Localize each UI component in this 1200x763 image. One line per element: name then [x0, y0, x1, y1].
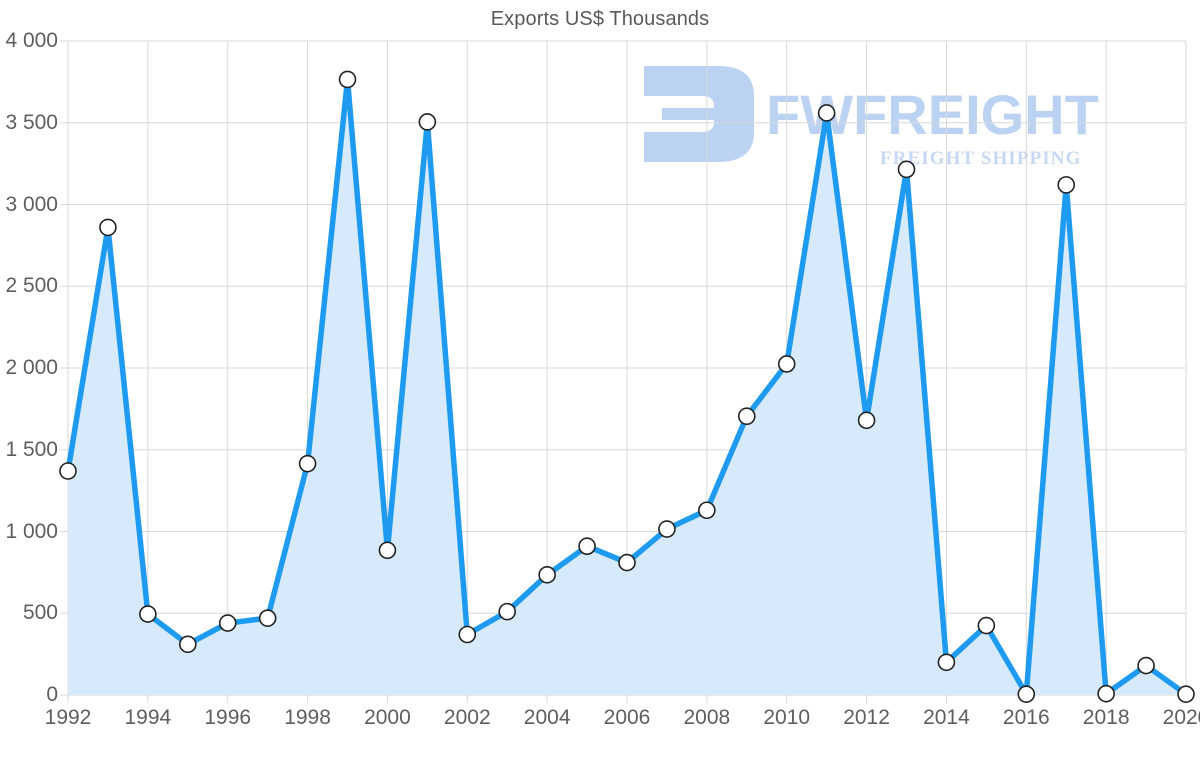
x-axis-tick-label: 2018 — [1082, 706, 1130, 729]
y-axis-tick-label: 1 500 — [5, 437, 58, 461]
x-axis-tick-label: 2012 — [843, 706, 890, 729]
data-point-marker[interactable] — [777, 355, 796, 373]
x-axis-tick-label: 2020 — [1162, 706, 1200, 729]
data-point-marker[interactable] — [1137, 656, 1155, 675]
data-point-marker[interactable] — [258, 609, 277, 627]
x-axis-tick-label: 1994 — [124, 706, 172, 729]
x-axis-tick-label: 2000 — [364, 706, 411, 729]
data-point-marker[interactable] — [1097, 684, 1115, 703]
x-axis-tick-label: 1998 — [284, 706, 331, 729]
data-point-marker[interactable] — [418, 113, 437, 131]
y-axis-labels: 0 500 1 000 1 500 2 000 2 500 3 000 3 500 4 000 — [0, 0, 58, 763]
data-point-marker[interactable] — [298, 454, 317, 473]
data-point-marker[interactable] — [618, 553, 636, 572]
data-point-marker[interactable] — [1057, 176, 1076, 194]
x-axis-tick-label: 1992 — [44, 706, 92, 729]
x-axis-tick-label: 1996 — [204, 706, 252, 729]
data-point-marker[interactable] — [498, 602, 517, 621]
data-point-marker[interactable] — [178, 635, 197, 654]
data-point-marker[interactable] — [578, 537, 596, 556]
x-axis-tick-label: 2008 — [683, 706, 731, 729]
y-axis-tick-label: 500 — [22, 601, 58, 625]
data-point-marker[interactable] — [458, 625, 477, 644]
data-point-marker[interactable] — [59, 462, 77, 480]
data-point-marker[interactable] — [857, 411, 876, 430]
y-axis-tick-label: 1 000 — [5, 519, 58, 543]
data-point-marker[interactable] — [218, 614, 237, 632]
data-point-marker[interactable] — [897, 160, 916, 179]
y-axis-tick-label: 3 000 — [5, 192, 58, 216]
data-point-marker[interactable] — [1017, 685, 1036, 703]
y-axis-tick-label: 3 500 — [5, 110, 58, 134]
chart-title: Exports US$ Thousands — [490, 8, 710, 30]
data-point-marker[interactable] — [99, 218, 117, 237]
x-axis-tick-label: 2006 — [603, 706, 651, 729]
data-point-marker[interactable] — [737, 407, 756, 426]
data-point-marker[interactable] — [977, 616, 996, 635]
data-point-marker[interactable] — [139, 605, 157, 623]
area-fill — [68, 79, 1186, 696]
y-axis-tick-label: 4 000 — [5, 29, 58, 52]
data-point-marker[interactable] — [338, 70, 357, 89]
x-axis-tick-label: 2014 — [923, 706, 970, 729]
y-axis-tick-label: 2 000 — [5, 356, 58, 379]
data-point-marker[interactable] — [538, 566, 556, 584]
x-axis-tick-label: 2010 — [763, 706, 811, 729]
y-axis-tick-label: 0 — [46, 683, 58, 706]
data-point-marker[interactable] — [658, 520, 676, 538]
data-markers — [59, 70, 1195, 703]
data-point-marker[interactable] — [698, 501, 716, 520]
x-axis-tick-label: 2004 — [523, 706, 571, 729]
data-point-marker[interactable] — [1177, 685, 1195, 703]
series-area — [68, 79, 1186, 696]
x-axis-tick-label: 2002 — [443, 706, 491, 729]
y-axis-tick-label: 2 500 — [5, 274, 58, 298]
data-point-marker[interactable] — [378, 541, 397, 560]
data-point-marker[interactable] — [937, 653, 956, 672]
x-axis-tick-label: 2016 — [1002, 706, 1050, 729]
data-point-marker[interactable] — [817, 104, 836, 122]
